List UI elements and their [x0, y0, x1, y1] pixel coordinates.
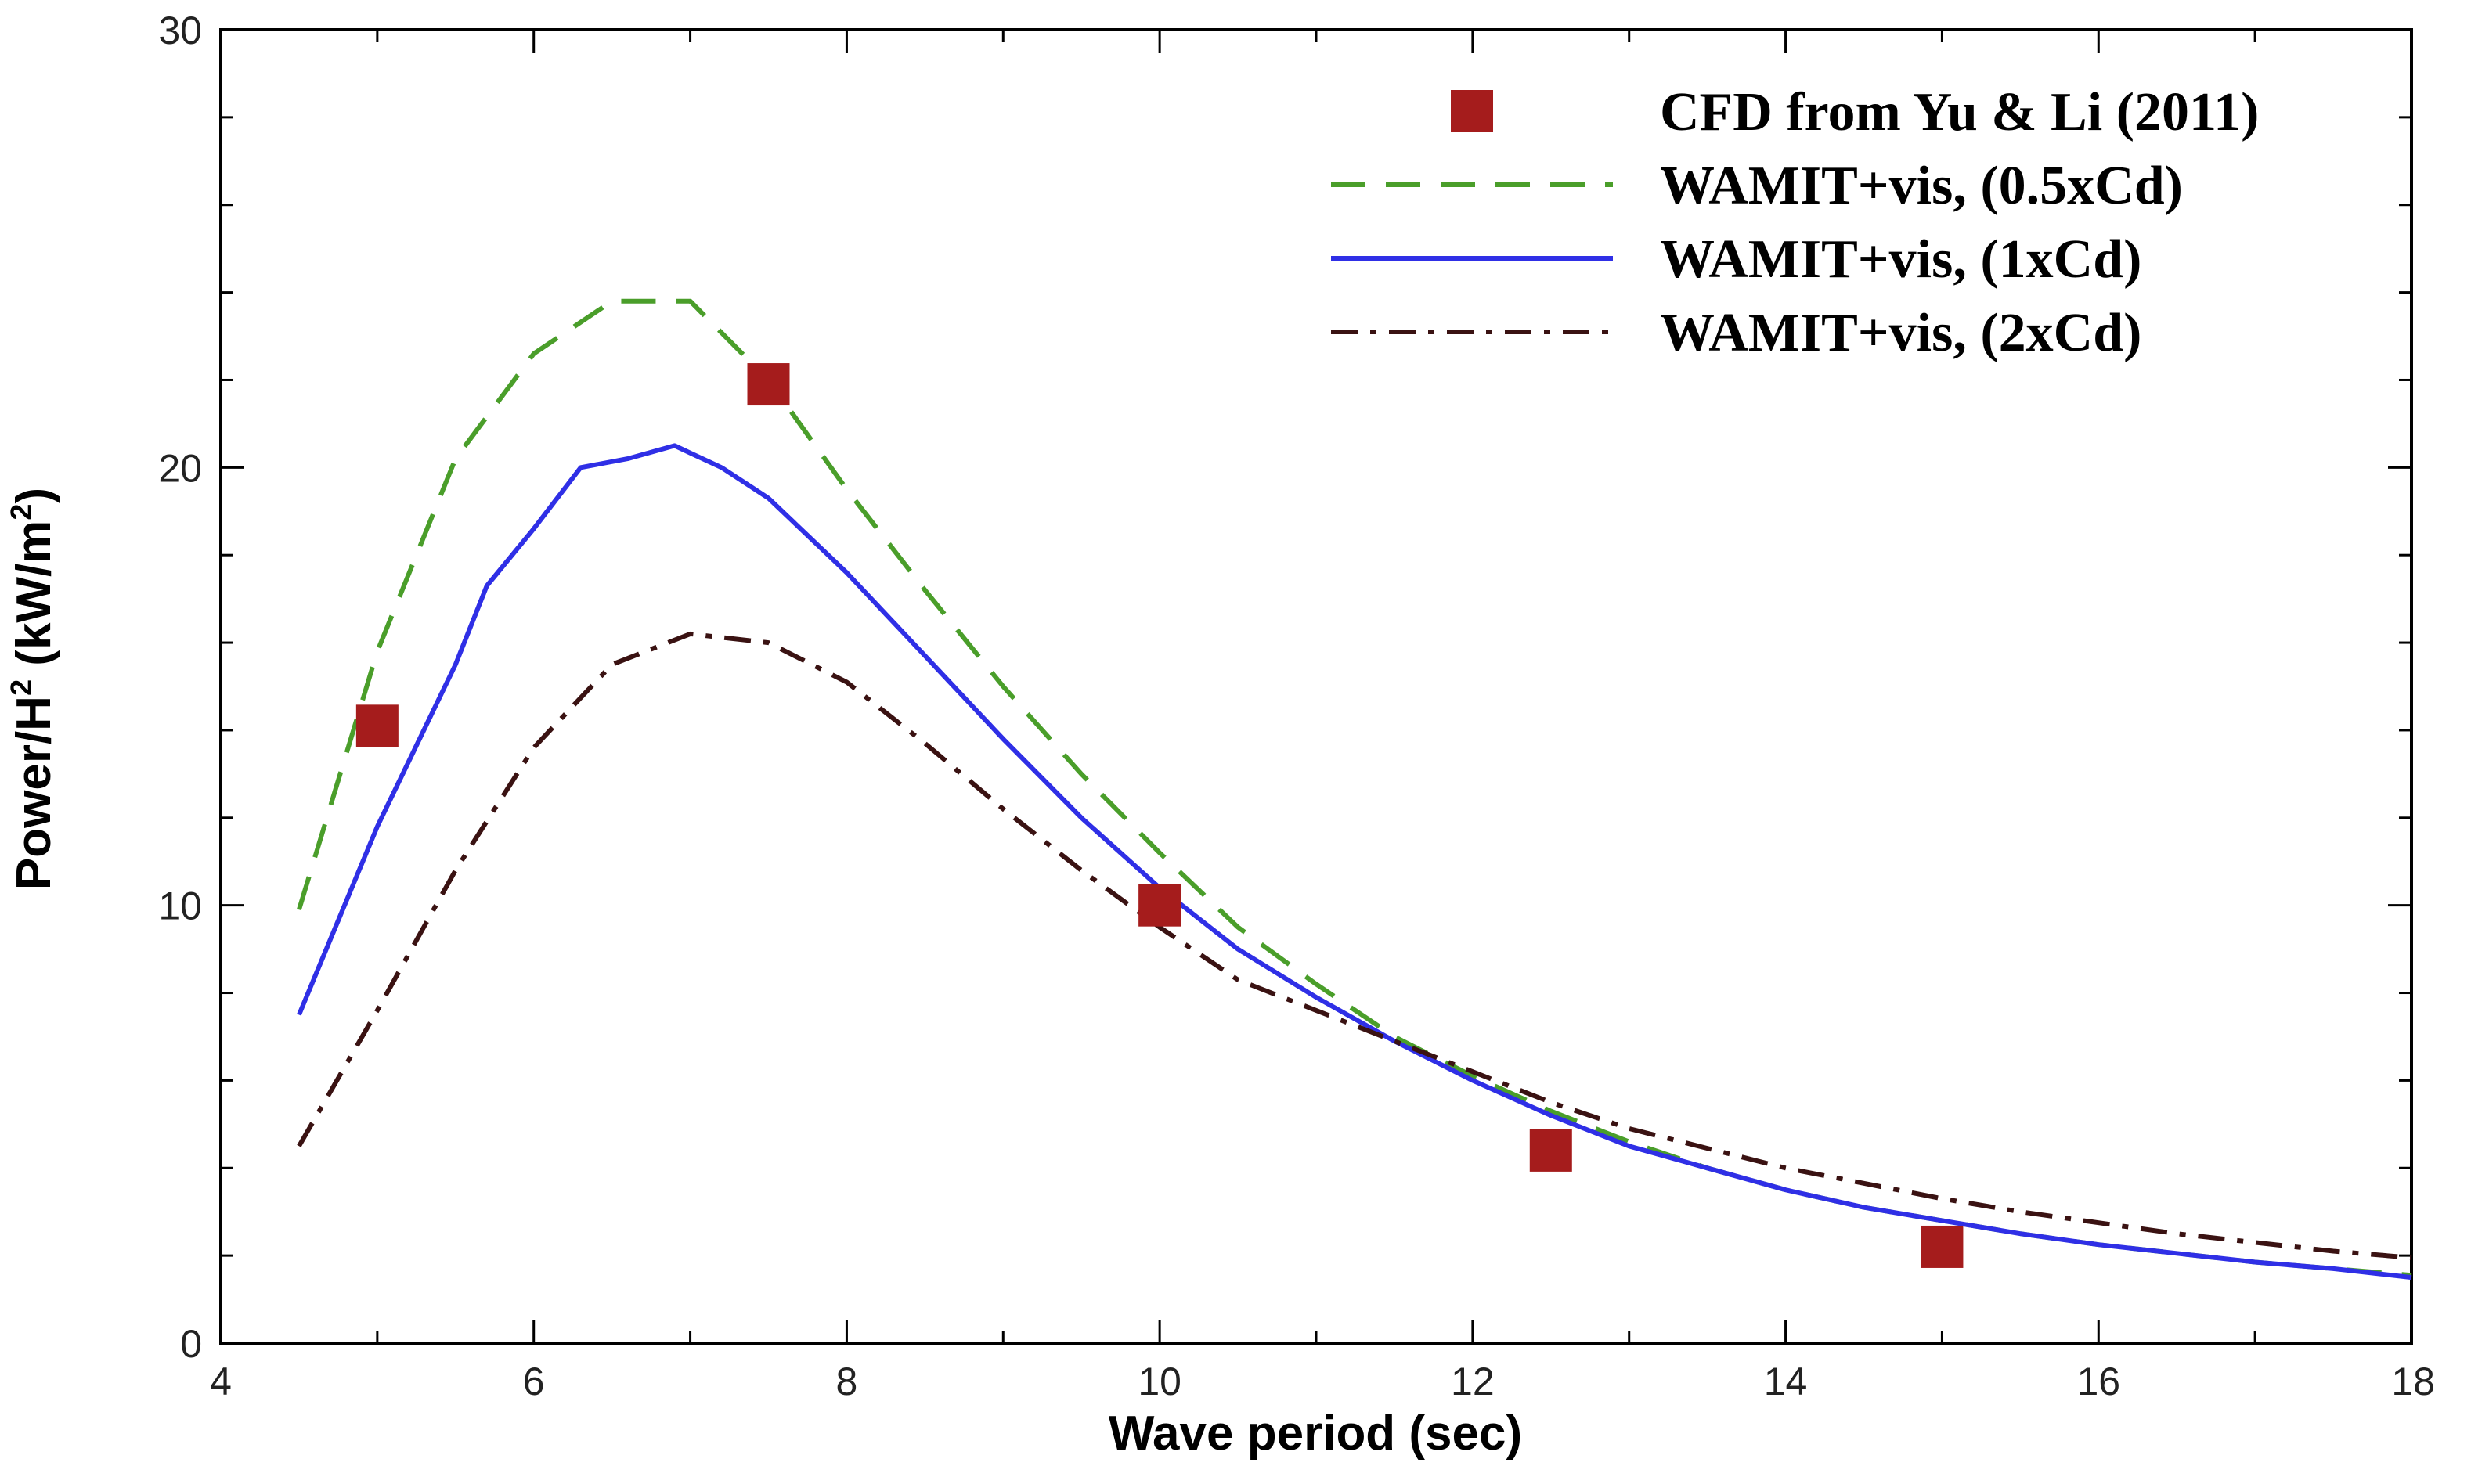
x-axis-title: Wave period (sec)	[1109, 1407, 1522, 1461]
y-axis-title-unit-sup: 2	[5, 504, 38, 520]
y-tick-label: 10	[158, 884, 202, 928]
axis-ticks	[219, 28, 2413, 1345]
y-tick-label: 30	[158, 9, 202, 52]
legend-label: CFD from Yu & Li (2011)	[1660, 82, 2259, 142]
cfd-data-point	[1138, 884, 1181, 927]
y-axis-title-sup: 2	[5, 679, 38, 696]
y-tick-label: 0	[180, 1322, 202, 1366]
legend-entry-wamit-vis-2xcd: WAMIT+vis, (2xCd)	[1331, 303, 2141, 363]
series-lines	[297, 298, 2412, 1280]
x-tick-label: 4	[210, 1360, 232, 1403]
legend-entry-wamit-vis-1xcd: WAMIT+vis, (1xCd)	[1331, 229, 2141, 290]
cfd-data-point	[355, 704, 399, 747]
y-axis-title-unit: (kW/m	[7, 520, 61, 679]
x-tick-label: 16	[2076, 1360, 2120, 1403]
y-tick-label: 20	[158, 446, 202, 490]
y-axis-title: Power/H2 (kW/m2)	[5, 488, 61, 890]
legend: CFD from Yu & Li (2011) WAMIT+vis, (0.5xC…	[1331, 82, 2259, 363]
legend-label: WAMIT+vis, (2xCd)	[1660, 303, 2141, 363]
legend-label: WAMIT+vis, (1xCd)	[1660, 229, 2141, 290]
legend-entry-cfd-from-yu-li-2011: CFD from Yu & Li (2011)	[1451, 82, 2259, 142]
series-line-wamit-vis-2xcd	[297, 631, 2412, 1260]
axis-tick-labels: 4 6 8 10 12 14 16 18 0 10 20 30	[158, 9, 2435, 1403]
x-tick-label: 10	[1138, 1360, 1181, 1403]
series-line-wamit-vis-0-5xcd	[297, 298, 2412, 1278]
x-tick-label: 12	[1451, 1360, 1495, 1403]
y-axis-title-main: Power/H	[7, 696, 61, 890]
series-line-wamit-vis-1xcd	[297, 443, 2412, 1280]
cfd-data-point	[747, 363, 790, 406]
plot-frame	[219, 28, 2413, 1345]
x-tick-label: 18	[2391, 1360, 2435, 1403]
series-markers	[355, 363, 1964, 1268]
plot-border	[219, 28, 2413, 1345]
cfd-data-point	[1529, 1129, 1572, 1172]
cfd-data-point	[1921, 1225, 1964, 1268]
legend-label: WAMIT+vis, (0.5xCd)	[1660, 156, 2183, 216]
y-axis-title-close: )	[7, 488, 61, 504]
x-tick-label: 6	[523, 1360, 545, 1403]
legend-swatch-marker	[1451, 90, 1493, 132]
legend-entry-wamit-vis-0-5xcd: WAMIT+vis, (0.5xCd)	[1331, 156, 2183, 216]
x-tick-label: 14	[1764, 1360, 1808, 1403]
x-tick-label: 8	[836, 1360, 858, 1403]
